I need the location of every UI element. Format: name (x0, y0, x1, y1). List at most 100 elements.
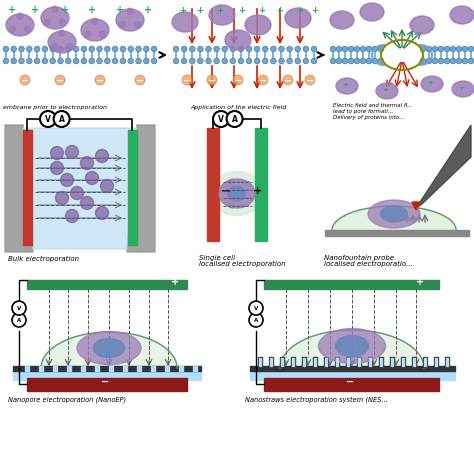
Ellipse shape (6, 14, 34, 36)
Text: Nanofountain probe: Nanofountain probe (324, 255, 394, 261)
Circle shape (65, 46, 71, 52)
Circle shape (303, 58, 309, 64)
Circle shape (246, 58, 252, 64)
Text: +: + (31, 5, 39, 15)
Circle shape (12, 313, 26, 327)
Circle shape (287, 58, 292, 64)
Circle shape (378, 58, 384, 64)
Circle shape (182, 58, 187, 64)
Bar (302, 357, 306, 367)
Circle shape (65, 210, 79, 222)
Circle shape (151, 58, 157, 64)
Circle shape (34, 58, 40, 64)
Circle shape (92, 18, 98, 24)
Bar (165, 366, 169, 371)
Ellipse shape (376, 83, 398, 99)
Text: A: A (232, 115, 237, 124)
Circle shape (198, 46, 203, 52)
Ellipse shape (421, 76, 443, 92)
Bar (313, 357, 317, 367)
Text: A: A (254, 318, 258, 323)
Text: V: V (218, 115, 224, 124)
Circle shape (456, 46, 462, 52)
Circle shape (100, 31, 106, 37)
Circle shape (468, 58, 474, 64)
Circle shape (151, 46, 157, 52)
Ellipse shape (285, 8, 311, 28)
Ellipse shape (93, 338, 125, 357)
Text: +: + (297, 6, 303, 15)
Circle shape (61, 173, 73, 186)
Bar (151, 366, 155, 371)
Text: −: − (306, 75, 314, 85)
Text: +: + (258, 6, 265, 15)
Bar (358, 358, 360, 366)
Text: embrane prior to electroporation: embrane prior to electroporation (3, 105, 107, 110)
Circle shape (222, 58, 228, 64)
Text: Delivery of proteins into...: Delivery of proteins into... (333, 115, 404, 120)
Circle shape (81, 58, 87, 64)
Ellipse shape (360, 3, 384, 21)
Circle shape (238, 58, 244, 64)
Text: +: + (217, 6, 224, 15)
Ellipse shape (336, 78, 358, 94)
Bar (380, 358, 382, 366)
Polygon shape (127, 125, 155, 252)
Circle shape (50, 46, 55, 52)
Circle shape (95, 149, 109, 163)
Circle shape (20, 75, 30, 85)
Text: localised electroporatio...: localised electroporatio... (324, 261, 413, 267)
Circle shape (222, 46, 228, 52)
Bar (390, 357, 394, 367)
Bar (413, 358, 415, 366)
Bar (23, 130, 32, 245)
Text: +: + (342, 82, 348, 88)
Polygon shape (412, 202, 420, 210)
Text: Application of the electric field: Application of the electric field (190, 105, 286, 110)
Bar (25, 366, 29, 371)
Circle shape (450, 46, 456, 52)
Circle shape (198, 58, 203, 64)
Circle shape (135, 21, 141, 27)
Circle shape (58, 58, 64, 64)
Text: Electric field and thermal fl...: Electric field and thermal fl... (333, 103, 412, 108)
Circle shape (263, 58, 268, 64)
Circle shape (144, 46, 149, 52)
Bar (95, 366, 99, 371)
Text: Nanopore electroporation (NanoEP): Nanopore electroporation (NanoEP) (8, 396, 126, 402)
Bar (346, 357, 350, 367)
Text: +: + (311, 6, 319, 15)
Bar (336, 358, 338, 366)
Circle shape (17, 13, 23, 19)
Text: −: − (259, 75, 267, 85)
Circle shape (55, 191, 69, 204)
Circle shape (104, 46, 110, 52)
Circle shape (112, 46, 118, 52)
Circle shape (51, 162, 64, 174)
Bar (255, 128, 267, 241)
Ellipse shape (209, 5, 235, 25)
Bar (325, 358, 327, 366)
Bar (434, 357, 438, 367)
Ellipse shape (81, 19, 109, 41)
Circle shape (366, 46, 372, 52)
Text: −: − (101, 377, 109, 387)
Bar (207, 128, 219, 241)
Circle shape (135, 75, 145, 85)
Circle shape (303, 46, 309, 52)
Circle shape (120, 58, 126, 64)
Bar (53, 366, 57, 371)
Circle shape (40, 111, 56, 127)
Circle shape (432, 46, 438, 52)
Text: +: + (416, 277, 424, 287)
Bar (357, 357, 361, 367)
Bar (270, 358, 272, 366)
Circle shape (213, 111, 229, 127)
Circle shape (255, 58, 260, 64)
Circle shape (54, 111, 70, 127)
Circle shape (25, 27, 31, 32)
Ellipse shape (228, 186, 246, 201)
Bar (259, 358, 261, 366)
Text: Bulk electroporation: Bulk electroporation (8, 256, 79, 262)
Bar (81, 366, 85, 371)
